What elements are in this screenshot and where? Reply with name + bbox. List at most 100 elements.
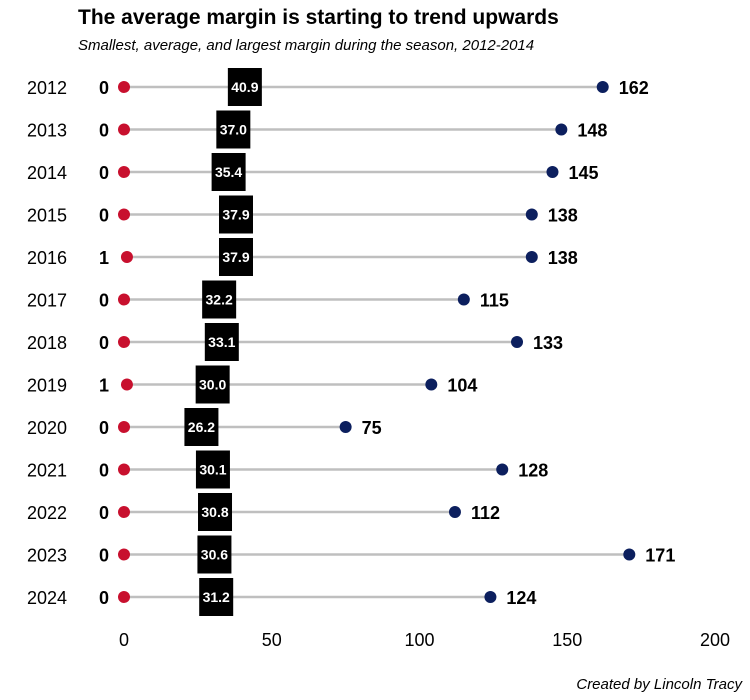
chart-subtitle: Smallest, average, and largest margin du… <box>78 37 535 54</box>
max-point <box>511 336 524 348</box>
min-point <box>118 591 130 603</box>
chart-caption: Created by Lincoln Tracy <box>576 676 742 693</box>
max-point <box>525 208 538 221</box>
average-box <box>218 238 253 276</box>
max-label: 124 <box>506 588 536 608</box>
max-point <box>546 166 559 178</box>
max-point <box>596 81 609 93</box>
max-point <box>496 463 509 476</box>
average-label: 30.6 <box>201 547 228 563</box>
average-label: 31.2 <box>203 589 230 605</box>
max-point <box>623 548 636 561</box>
min-point <box>118 166 130 178</box>
min-point <box>120 378 133 391</box>
year-label: 2022 <box>27 503 67 523</box>
x-tick-label: 0 <box>119 630 129 650</box>
x-tick-label: 150 <box>552 630 582 650</box>
year-label: 2014 <box>27 163 67 183</box>
year-label: 2016 <box>27 248 67 268</box>
year-label: 2023 <box>27 546 67 566</box>
average-box <box>211 153 246 191</box>
max-label: 171 <box>645 546 675 566</box>
year-label: 2024 <box>27 588 67 608</box>
average-box <box>216 110 251 149</box>
max-point <box>484 591 497 603</box>
average-label: 37.9 <box>222 249 249 265</box>
year-label: 2015 <box>27 206 67 226</box>
average-label: 30.8 <box>201 504 228 520</box>
average-label: 33.1 <box>208 334 235 350</box>
min-point <box>118 463 130 476</box>
average-label: 37.0 <box>220 122 247 138</box>
average-box <box>198 493 233 531</box>
average-label: 40.9 <box>231 79 258 95</box>
min-label: 0 <box>99 163 109 183</box>
x-tick-label: 200 <box>700 630 730 650</box>
year-label: 2017 <box>27 291 67 311</box>
average-box <box>199 578 234 616</box>
max-point <box>525 251 538 263</box>
min-point <box>120 251 133 263</box>
average-box <box>227 68 262 106</box>
min-point <box>118 208 130 221</box>
average-box <box>202 280 237 319</box>
max-label: 128 <box>518 461 548 481</box>
min-label: 0 <box>99 418 109 438</box>
min-point <box>118 81 130 93</box>
max-label: 133 <box>533 333 563 353</box>
max-label: 115 <box>480 291 509 311</box>
year-label: 2021 <box>27 461 67 481</box>
average-box <box>218 195 253 234</box>
average-label: 37.9 <box>222 207 249 223</box>
chart-title: The average margin is starting to trend … <box>78 6 559 29</box>
min-label: 0 <box>99 78 109 98</box>
min-label: 0 <box>99 546 109 566</box>
min-label: 1 <box>99 248 109 268</box>
min-label: 0 <box>99 291 109 311</box>
min-label: 0 <box>99 461 109 481</box>
average-label: 35.4 <box>215 164 242 180</box>
average-box <box>195 365 230 404</box>
year-label: 2018 <box>27 333 67 353</box>
average-box <box>195 450 230 489</box>
x-tick-label: 50 <box>262 630 282 650</box>
min-point <box>118 548 130 561</box>
max-point <box>339 421 352 433</box>
min-point <box>118 336 130 348</box>
average-label: 30.1 <box>199 462 226 478</box>
min-label: 0 <box>99 333 109 353</box>
min-point <box>118 421 130 433</box>
max-point <box>425 378 438 391</box>
year-label: 2019 <box>27 376 67 396</box>
min-label: 0 <box>99 121 109 141</box>
average-label: 32.2 <box>206 292 233 308</box>
average-box <box>197 535 232 574</box>
max-label: 145 <box>568 163 598 183</box>
year-label: 2012 <box>27 78 67 98</box>
min-label: 1 <box>99 376 109 396</box>
max-point <box>555 123 568 136</box>
min-point <box>118 293 130 306</box>
min-point <box>118 123 130 136</box>
max-point <box>448 506 461 518</box>
average-box <box>184 408 219 446</box>
year-label: 2013 <box>27 121 67 141</box>
max-label: 138 <box>548 206 578 226</box>
x-tick-label: 100 <box>404 630 434 650</box>
max-label: 162 <box>619 78 649 98</box>
average-label: 26.2 <box>188 419 215 435</box>
max-label: 104 <box>447 376 477 396</box>
average-box <box>204 323 239 361</box>
min-label: 0 <box>99 206 109 226</box>
min-point <box>118 506 130 518</box>
min-label: 0 <box>99 588 109 608</box>
max-label: 148 <box>577 121 607 141</box>
min-label: 0 <box>99 503 109 523</box>
max-label: 112 <box>471 503 500 523</box>
max-label: 75 <box>362 418 382 438</box>
max-point <box>457 293 470 306</box>
year-label: 2020 <box>27 418 67 438</box>
max-label: 138 <box>548 248 578 268</box>
